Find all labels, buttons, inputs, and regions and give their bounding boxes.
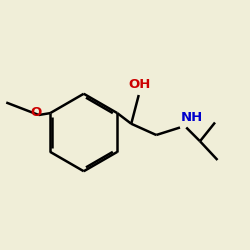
Text: NH: NH [181,111,204,124]
Text: OH: OH [129,78,151,90]
Text: O: O [30,106,42,120]
